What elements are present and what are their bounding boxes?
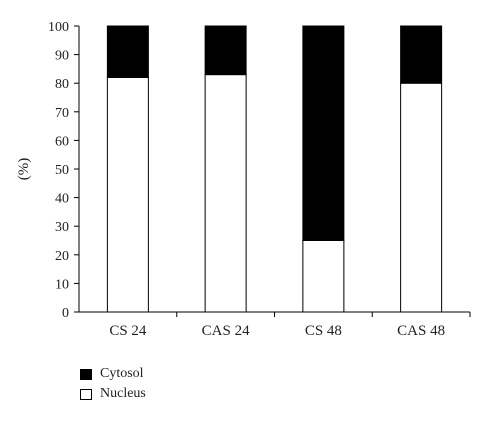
x-tick-label: CS 24 <box>109 323 147 339</box>
y-tick-label: 50 <box>55 163 69 178</box>
y-tick-label: 80 <box>55 77 69 92</box>
y-axis-ticks: 0 10 20 30 40 50 60 70 80 90 100 <box>48 20 79 321</box>
bar-nucleus-cas-24 <box>204 74 247 313</box>
y-tick-label: 70 <box>55 106 69 121</box>
y-tick-label: 40 <box>55 192 69 207</box>
bar-nucleus-cs-24 <box>106 76 149 313</box>
bar-cytosol-cas-48 <box>400 25 443 84</box>
legend-label-cytosol: Cytosol <box>100 366 144 381</box>
y-tick-label: 90 <box>55 49 69 64</box>
x-axis-labels: CS 24 CAS 24 CS 48 CAS 48 <box>109 312 471 339</box>
y-tick-label: 0 <box>62 306 69 321</box>
bar-cytosol-cas-24 <box>204 25 247 76</box>
bar-group <box>106 25 443 313</box>
bar-cytosol-cs-24 <box>106 25 149 78</box>
y-tick-label: 10 <box>55 277 69 292</box>
y-axis-title: (%) <box>16 158 32 181</box>
legend-swatch-nucleus <box>80 388 92 400</box>
y-tick-label: 60 <box>55 134 69 149</box>
x-tick-label: CAS 24 <box>202 323 250 339</box>
y-tick-label: 30 <box>55 220 69 235</box>
legend: Cytosol Nucleus <box>80 364 146 404</box>
legend-item-nucleus: Nucleus <box>80 384 146 404</box>
legend-item-cytosol: Cytosol <box>80 364 146 384</box>
y-tick-label: 100 <box>48 20 69 35</box>
y-tick-label: 20 <box>55 249 69 264</box>
bar-cytosol-cs-48 <box>302 25 345 241</box>
legend-swatch-cytosol <box>80 368 92 380</box>
x-tick-label: CS 48 <box>305 323 342 339</box>
bar-nucleus-cas-48 <box>400 82 443 313</box>
bar-nucleus-cs-48 <box>302 240 345 313</box>
legend-label-nucleus: Nucleus <box>100 386 146 401</box>
x-tick-label: CAS 48 <box>397 323 445 339</box>
